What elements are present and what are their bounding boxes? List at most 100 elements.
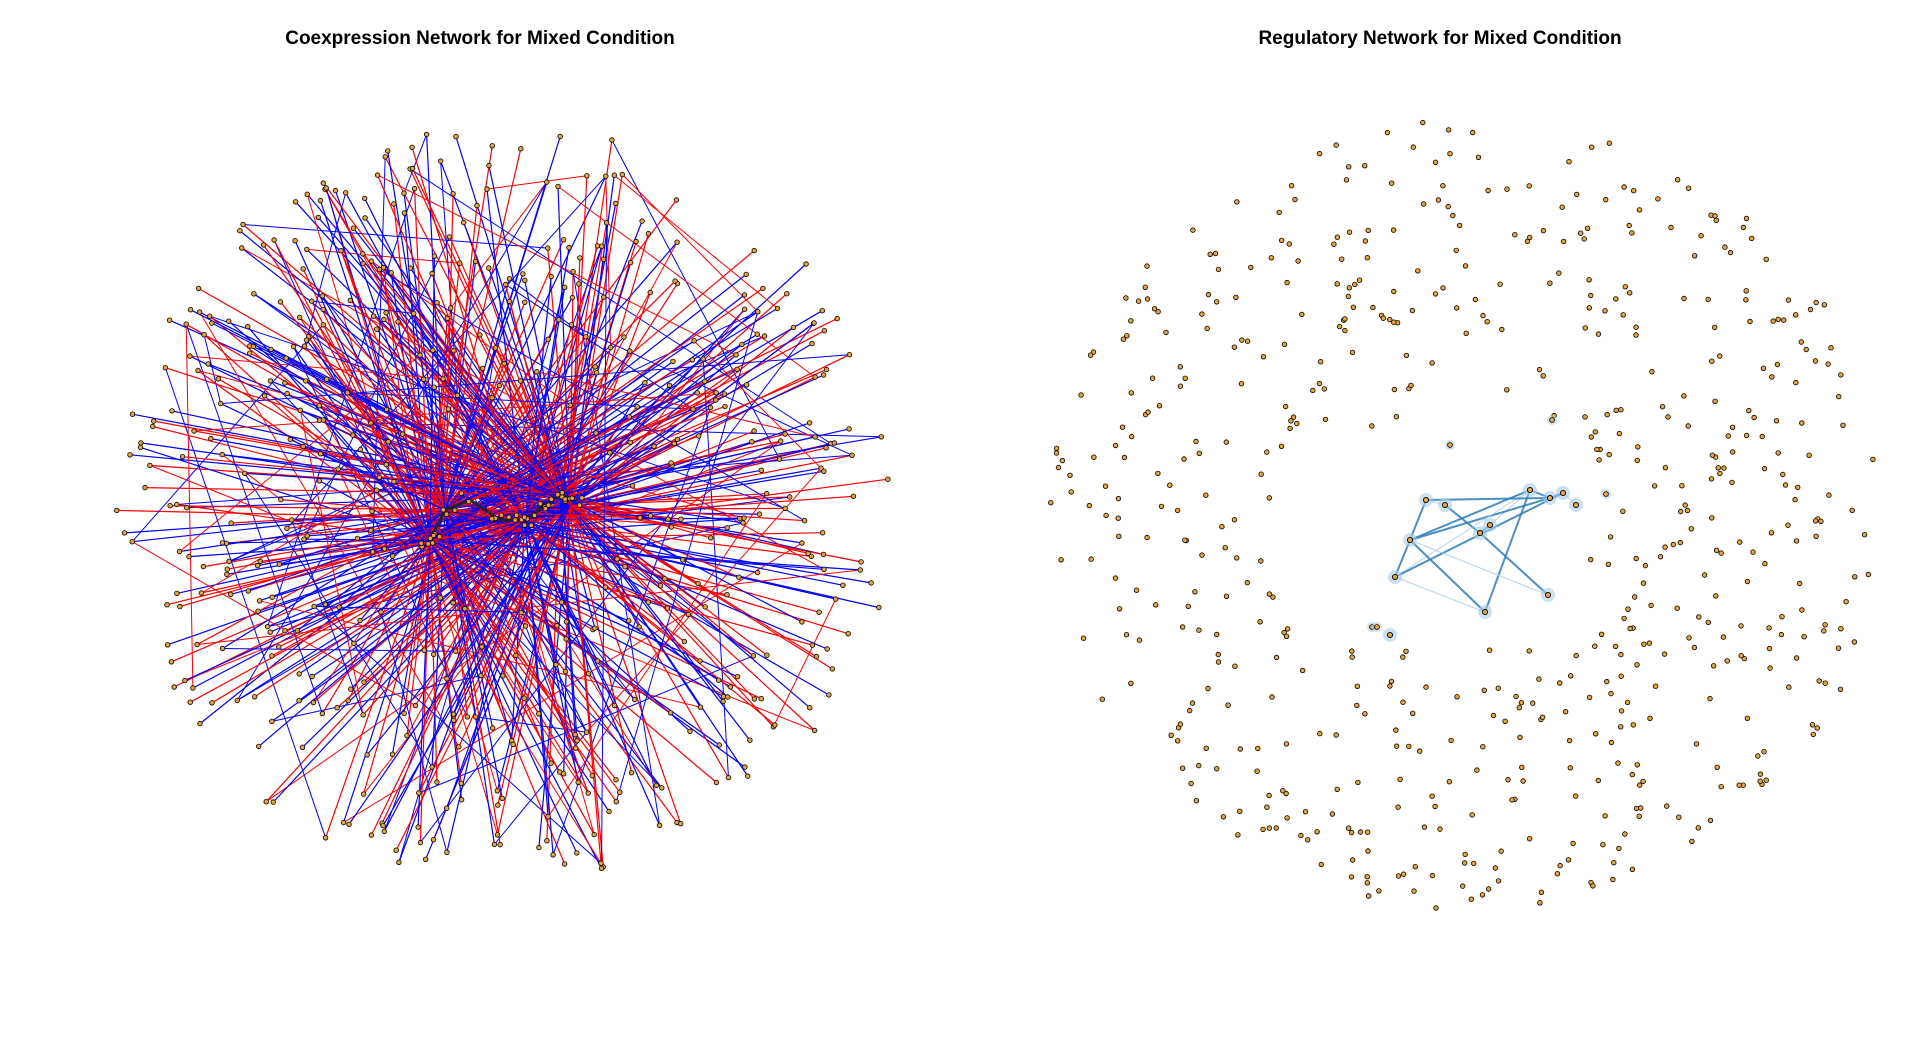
regulatory-node bbox=[1215, 266, 1222, 273]
coexpression-edge bbox=[601, 222, 608, 869]
coexpression-edge bbox=[325, 539, 431, 838]
regulatory-node bbox=[1349, 349, 1356, 356]
coexpression-node bbox=[264, 623, 271, 630]
regulatory-node bbox=[1635, 444, 1641, 450]
coexpression-node bbox=[622, 564, 628, 570]
regulatory-node bbox=[1785, 522, 1791, 528]
coexpression-node bbox=[584, 173, 590, 179]
coexpression-hub-node bbox=[430, 532, 437, 539]
regulatory-node bbox=[1757, 778, 1763, 784]
coexpression-node bbox=[657, 583, 664, 589]
regulatory-node bbox=[1566, 158, 1572, 165]
regulatory-node bbox=[1559, 204, 1565, 210]
regulatory-edge bbox=[1409, 539, 1549, 596]
coexpression-edge bbox=[199, 311, 561, 496]
regulatory-node bbox=[1770, 318, 1776, 324]
coexpression-node bbox=[751, 247, 757, 254]
regulatory-node bbox=[1316, 380, 1323, 387]
regulatory-node bbox=[1632, 594, 1638, 600]
coexpression-node bbox=[674, 436, 681, 443]
regulatory-edge bbox=[1409, 497, 1551, 541]
coexpression-node bbox=[506, 298, 513, 305]
coexpression-node bbox=[576, 281, 582, 287]
regulatory-node bbox=[1713, 217, 1719, 223]
regulatory-node bbox=[1237, 808, 1243, 814]
coexpression-node bbox=[577, 255, 583, 261]
coexpression-hub-node bbox=[521, 522, 528, 528]
regulatory-node bbox=[1674, 176, 1681, 183]
regulatory-node bbox=[1502, 718, 1508, 724]
regulatory-node bbox=[1055, 464, 1062, 471]
regulatory-node bbox=[1393, 727, 1399, 733]
coexpression-hub-node bbox=[440, 507, 446, 513]
coexpression-node bbox=[197, 720, 203, 727]
coexpression-node bbox=[761, 333, 768, 339]
coexpression-edge bbox=[299, 316, 526, 521]
coexpression-edge bbox=[203, 334, 222, 404]
coexpression-node bbox=[858, 559, 864, 565]
coexpression-node bbox=[697, 658, 703, 664]
coexpression-node bbox=[819, 530, 826, 536]
regulatory-node bbox=[1738, 623, 1744, 629]
regulatory-node bbox=[1691, 644, 1698, 651]
regulatory-node bbox=[1729, 479, 1735, 486]
regulatory-node bbox=[1755, 753, 1761, 759]
coexpression-node bbox=[360, 260, 366, 267]
regulatory-node bbox=[1336, 323, 1343, 330]
regulatory-node bbox=[1232, 663, 1238, 669]
regulatory-node bbox=[1177, 383, 1184, 389]
coexpression-node bbox=[790, 324, 797, 331]
coexpression-node bbox=[574, 850, 580, 856]
coexpression-node bbox=[201, 332, 207, 338]
regulatory-node bbox=[1048, 500, 1054, 506]
regulatory-node bbox=[1136, 637, 1143, 643]
coexpression-node bbox=[256, 743, 262, 750]
coexpression-edge bbox=[569, 422, 810, 506]
regulatory-node bbox=[1692, 253, 1698, 259]
regulatory-node bbox=[1727, 249, 1734, 256]
regulatory-node bbox=[1305, 837, 1311, 843]
regulatory-node bbox=[1189, 700, 1196, 706]
coexpression-node bbox=[484, 186, 490, 192]
regulatory-node bbox=[1698, 232, 1704, 239]
regulatory-node bbox=[1498, 848, 1504, 854]
coexpression-node bbox=[149, 423, 156, 430]
coexpression-node bbox=[304, 191, 310, 197]
regulatory-node bbox=[1387, 316, 1393, 323]
regulatory-node bbox=[1302, 809, 1309, 815]
coexpression-node bbox=[208, 435, 214, 442]
regulatory-node bbox=[1634, 457, 1640, 464]
coexpression-node bbox=[474, 202, 480, 209]
coexpression-node bbox=[332, 187, 339, 194]
regulatory-node bbox=[1357, 829, 1364, 835]
regulatory-node bbox=[1747, 318, 1753, 325]
regulatory-node bbox=[1365, 848, 1371, 854]
regulatory-node bbox=[1314, 829, 1320, 835]
regulatory-node bbox=[1080, 635, 1087, 641]
coexpression-node bbox=[396, 859, 402, 865]
coexpression-node bbox=[522, 623, 529, 629]
regulatory-node bbox=[1116, 606, 1123, 612]
regulatory-node bbox=[1151, 306, 1158, 312]
regulatory-node bbox=[1840, 422, 1846, 428]
coexpression-node bbox=[550, 852, 556, 858]
regulatory-node bbox=[1103, 512, 1109, 519]
regulatory-node bbox=[1234, 199, 1240, 205]
regulatory-node bbox=[1231, 344, 1238, 350]
coexpression-edge bbox=[557, 185, 816, 378]
regulatory-node bbox=[1607, 534, 1614, 540]
regulatory-node bbox=[1222, 545, 1228, 551]
coexpression-node bbox=[284, 525, 290, 532]
regulatory-node bbox=[1598, 631, 1605, 637]
coexpression-node bbox=[486, 162, 492, 169]
regulatory-node bbox=[1343, 177, 1350, 183]
regulatory-node bbox=[1678, 508, 1684, 515]
coexpression-node bbox=[629, 483, 636, 489]
coexpression-edge bbox=[384, 156, 561, 496]
regulatory-node bbox=[1649, 368, 1655, 375]
coexpression-edge bbox=[444, 199, 677, 511]
coexpression-edge bbox=[325, 187, 431, 541]
coexpression-node bbox=[320, 322, 326, 328]
coexpression-node bbox=[695, 580, 701, 587]
coexpression-edge bbox=[211, 322, 571, 506]
